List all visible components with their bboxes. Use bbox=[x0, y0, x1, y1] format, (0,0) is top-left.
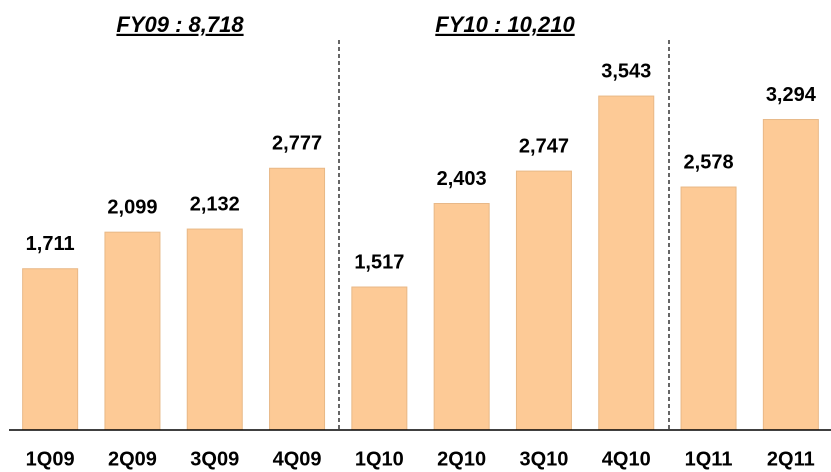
value-label: 2,403 bbox=[437, 168, 487, 190]
bar bbox=[186, 228, 243, 431]
x-tick-label: 3Q10 bbox=[519, 448, 568, 470]
value-label: 2,132 bbox=[190, 193, 240, 215]
bar bbox=[22, 268, 79, 431]
x-tick-label: 1Q09 bbox=[26, 448, 75, 470]
bar bbox=[351, 286, 408, 431]
value-label: 1,517 bbox=[354, 251, 404, 273]
annotation: FY09 : 8,718 bbox=[116, 12, 244, 37]
x-tick-label: 2Q11 bbox=[767, 448, 815, 470]
value-label: 2,099 bbox=[107, 196, 157, 218]
bar bbox=[269, 167, 326, 431]
x-tick-label: 1Q11 bbox=[685, 448, 733, 470]
bar bbox=[104, 231, 161, 431]
x-tick-label: 2Q10 bbox=[437, 448, 486, 470]
x-tick-label: 4Q09 bbox=[273, 448, 322, 470]
x-tick-label: 1Q10 bbox=[355, 448, 404, 470]
annotation: FY10 : 10,210 bbox=[435, 12, 575, 37]
value-label: 2,747 bbox=[519, 135, 569, 157]
bar bbox=[680, 186, 737, 431]
value-label: 2,777 bbox=[272, 133, 322, 155]
bar bbox=[762, 119, 819, 431]
bar bbox=[433, 203, 490, 431]
value-label: 3,543 bbox=[601, 60, 651, 82]
x-tick-label: 4Q10 bbox=[602, 448, 651, 470]
bar bbox=[598, 95, 655, 431]
value-label: 1,711 bbox=[26, 233, 75, 255]
bar bbox=[515, 170, 572, 431]
value-label: 3,294 bbox=[766, 84, 817, 106]
x-tick-label: 3Q09 bbox=[190, 448, 239, 470]
value-label: 2,578 bbox=[684, 151, 734, 173]
x-tick-label: 2Q09 bbox=[108, 448, 157, 470]
